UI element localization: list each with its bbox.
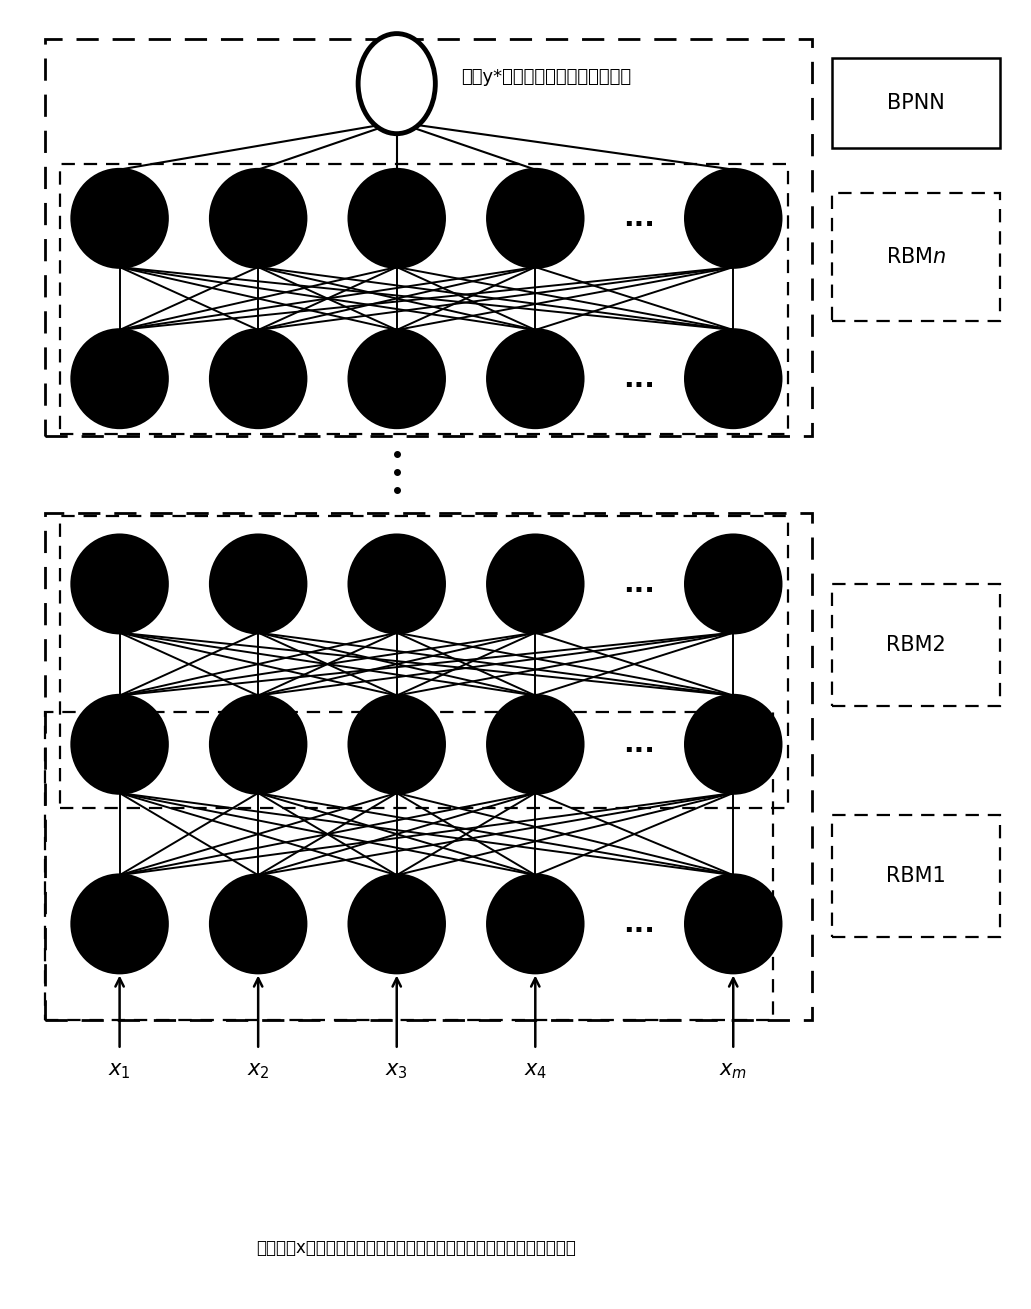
Text: RBM2: RBM2 (887, 635, 946, 654)
Ellipse shape (72, 876, 167, 973)
Text: ...: ... (624, 204, 655, 232)
Text: $x_3$: $x_3$ (386, 1062, 408, 1081)
Ellipse shape (72, 695, 167, 793)
Bar (832, 814, 1000, 937)
Ellipse shape (72, 535, 167, 632)
Bar (60, 165, 788, 433)
Bar (60, 516, 788, 809)
Ellipse shape (686, 535, 780, 632)
Bar (45, 513, 812, 1020)
Bar (832, 58, 1000, 148)
Ellipse shape (210, 876, 305, 973)
Text: $x_1$: $x_1$ (108, 1062, 131, 1081)
Text: $x_4$: $x_4$ (524, 1062, 547, 1081)
Text: ...: ... (624, 365, 655, 393)
Text: $x_2$: $x_2$ (246, 1062, 269, 1081)
Ellipse shape (686, 876, 780, 973)
Ellipse shape (350, 695, 444, 793)
Ellipse shape (488, 330, 583, 428)
Ellipse shape (72, 170, 167, 267)
Bar (45, 712, 773, 1020)
Ellipse shape (350, 330, 444, 428)
Text: ...: ... (624, 910, 655, 937)
Bar (832, 192, 1000, 321)
Text: 输出y*（配电网失负荷量指标值）: 输出y*（配电网失负荷量指标值） (461, 68, 631, 86)
Ellipse shape (72, 330, 167, 428)
Text: $x_m$: $x_m$ (720, 1062, 747, 1081)
Ellipse shape (686, 170, 780, 267)
Text: BPNN: BPNN (888, 93, 945, 113)
Ellipse shape (488, 170, 583, 267)
Ellipse shape (350, 170, 444, 267)
Text: RBM1: RBM1 (887, 865, 946, 886)
Ellipse shape (210, 535, 305, 632)
Bar (832, 584, 1000, 706)
Ellipse shape (488, 876, 583, 973)
Text: RBM$n$: RBM$n$ (886, 247, 946, 267)
Text: ...: ... (624, 569, 655, 598)
Ellipse shape (686, 695, 780, 793)
Ellipse shape (210, 330, 305, 428)
Ellipse shape (350, 535, 444, 632)
Ellipse shape (488, 695, 583, 793)
Ellipse shape (686, 330, 780, 428)
Text: ...: ... (624, 730, 655, 758)
Ellipse shape (488, 535, 583, 632)
Ellipse shape (350, 876, 444, 973)
Text: 输入向量x（包括分布式电源出力、储能充放电、投资措施实施情况等）: 输入向量x（包括分布式电源出力、储能充放电、投资措施实施情况等） (257, 1240, 576, 1258)
Bar (45, 39, 812, 436)
Ellipse shape (210, 695, 305, 793)
Ellipse shape (358, 34, 435, 134)
Ellipse shape (210, 170, 305, 267)
